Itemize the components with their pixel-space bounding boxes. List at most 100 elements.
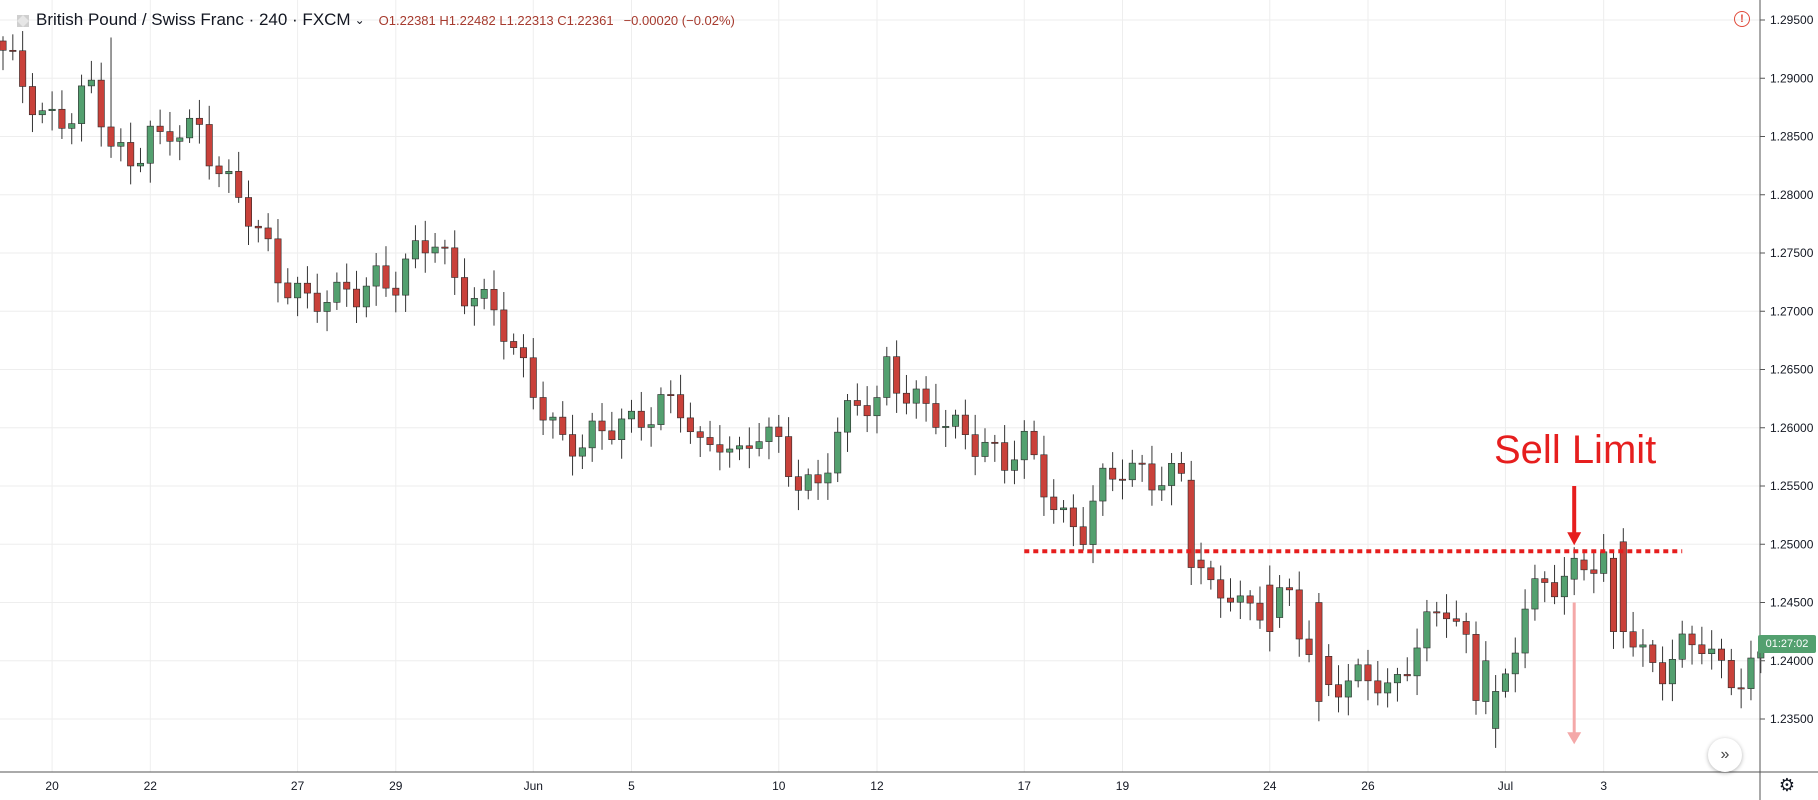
candle-down (19, 50, 27, 87)
candle-down (529, 357, 537, 398)
candle-up (549, 416, 557, 421)
candle-up (1236, 595, 1244, 603)
scroll-right-icon[interactable]: » (1708, 738, 1742, 772)
candle-down (1443, 612, 1451, 620)
candle-down (932, 403, 940, 428)
price-label: 1.29000 (1770, 71, 1814, 85)
candle-up (765, 426, 773, 442)
time-label: 20 (45, 779, 59, 793)
candle-up (1354, 664, 1362, 682)
price-label: 1.23500 (1770, 712, 1814, 726)
candle-up (1168, 463, 1176, 486)
candle-down (1649, 644, 1657, 663)
candle-up (1128, 462, 1136, 481)
candle-up (1570, 557, 1578, 580)
candle-down (559, 416, 567, 435)
candle-up (1639, 644, 1647, 648)
candle-down (519, 347, 527, 359)
candle-down (1727, 660, 1735, 689)
candle-down (1718, 648, 1726, 661)
candle-up (1560, 575, 1568, 598)
candle-down (677, 394, 685, 419)
candle-up (657, 394, 665, 425)
candle-down (1109, 467, 1117, 480)
candle-up (1344, 680, 1352, 698)
candle-up (883, 356, 891, 398)
candle-down (500, 309, 508, 342)
candle-up (470, 298, 478, 307)
candle-down (1177, 463, 1185, 474)
candle-up (323, 302, 331, 312)
candle-down (205, 124, 213, 167)
candle-down (1629, 631, 1637, 648)
candle-down (166, 131, 174, 142)
candle-down (1659, 662, 1667, 685)
price-label: 1.25000 (1770, 537, 1814, 551)
candle-down (1295, 589, 1303, 640)
candle-down (637, 410, 645, 428)
candle-up (1521, 608, 1529, 654)
chevron-down-icon[interactable]: ⌄ (354, 13, 365, 27)
candle-up (48, 108, 56, 111)
candle-down (1197, 559, 1205, 569)
symbol-title[interactable]: British Pound / Swiss Franc · 240 · FXCM (36, 10, 351, 29)
candle-down (58, 108, 66, 129)
candle-up (844, 400, 852, 433)
candle-down (1590, 569, 1598, 574)
candle-down (1609, 557, 1617, 632)
candle-down (608, 430, 616, 440)
candle-down (28, 86, 36, 116)
candlestick-series (0, 31, 1765, 748)
candle-up (68, 123, 76, 129)
candle-down (353, 288, 361, 308)
candle-up (480, 289, 488, 299)
candle-down (1452, 618, 1460, 622)
price-label: 1.28000 (1770, 188, 1814, 202)
candle-up (1276, 587, 1284, 618)
candle-up (647, 424, 655, 428)
candle-up (1099, 467, 1107, 502)
alert-icon[interactable]: ! (1734, 11, 1750, 27)
candle-up (1492, 691, 1500, 729)
candle-down (1335, 684, 1343, 698)
ohlc-values: O1.22381 H1.22482 L1.22313 C1.22361 (378, 12, 614, 28)
candle-up (952, 414, 960, 427)
candle-up (1089, 500, 1097, 545)
chart-grid (0, 0, 1760, 772)
candle-up (146, 125, 154, 164)
candle-down (1551, 582, 1559, 598)
candle-down (1364, 664, 1372, 682)
candle-up (87, 79, 95, 87)
candle-down (1069, 507, 1077, 528)
candle-down (1040, 454, 1048, 498)
candle-up (431, 246, 439, 254)
candle-down (490, 289, 498, 311)
candle-down (775, 426, 783, 437)
candle-up (1600, 551, 1608, 574)
time-label: 22 (144, 779, 158, 793)
candle-down (1246, 595, 1254, 604)
candle-up (78, 85, 86, 124)
price-label: 1.25500 (1770, 479, 1814, 493)
time-label: 29 (389, 779, 403, 793)
price-label: 1.26500 (1770, 363, 1814, 377)
time-label: 5 (628, 779, 635, 793)
candle-down (785, 436, 793, 477)
target-arrow-head (1567, 732, 1582, 745)
price-label: 1.24500 (1770, 596, 1814, 610)
time-label: 26 (1361, 779, 1375, 793)
candle-up (942, 426, 950, 428)
candle-down (1580, 559, 1588, 571)
candle-down (1118, 478, 1126, 481)
candle-down (971, 434, 979, 457)
time-label: 24 (1263, 779, 1277, 793)
candle-down (1256, 602, 1264, 621)
candle-up (1531, 578, 1539, 610)
price-label: 1.29500 (1770, 13, 1814, 27)
candle-up (1482, 660, 1490, 702)
candle-down (569, 434, 577, 457)
price-label: 1.26000 (1770, 421, 1814, 435)
gear-icon[interactable]: ⚙ (1778, 775, 1796, 795)
